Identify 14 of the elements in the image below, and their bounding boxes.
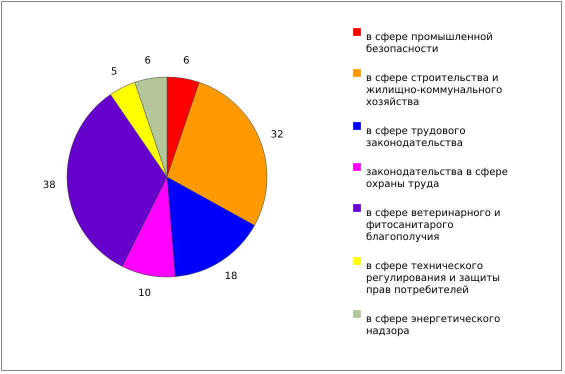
legend-label: в сфере трудового законодательства [366, 126, 466, 149]
legend-label: в сфере технического регулирования и защиты прав потребителей [366, 261, 500, 296]
data-label: 32 [270, 129, 284, 140]
data-label: 18 [224, 271, 238, 282]
legend-label: в сфере энергетического надзора [366, 314, 500, 337]
data-label: 6 [144, 56, 151, 67]
legend-label: в сфере промышленной безопасности [366, 32, 493, 55]
legend-label: в сфере ветеринарного и фитосанитарого благополучия [366, 208, 501, 243]
legend-label: в сфере строительства и жилищно-коммунального хозяйства [366, 73, 502, 108]
data-label: 38 [42, 180, 56, 192]
data-label: 10 [138, 288, 151, 299]
legend-label: законодательства в сфере охраны труда [366, 167, 508, 190]
data-label: 5 [110, 66, 118, 78]
data-label: 6 [183, 56, 190, 67]
